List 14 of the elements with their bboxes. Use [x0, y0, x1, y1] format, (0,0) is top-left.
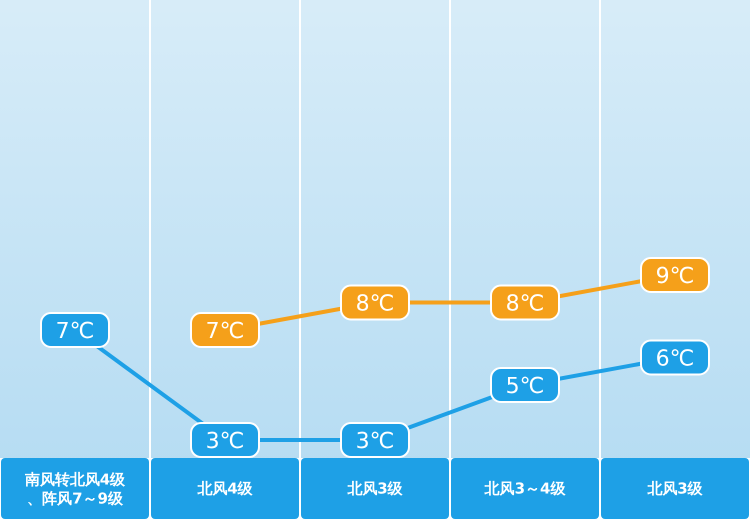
x-tick-label: 北风3级: [646, 480, 704, 498]
data-label: 9℃: [656, 264, 694, 289]
data-label: 5℃: [506, 374, 544, 399]
x-tick-label: 北风3～4级: [484, 480, 566, 498]
data-label: 3℃: [206, 429, 244, 454]
x-tick-label: 南风转北风4级、阵风7～9级: [24, 470, 126, 508]
x-tick-label: 北风3级: [346, 480, 404, 498]
data-label: 7℃: [206, 319, 244, 344]
data-label: 8℃: [506, 292, 544, 316]
data-label: 6℃: [656, 346, 694, 372]
data-label: 8℃: [356, 292, 394, 316]
x-tick-label: 北风4级: [196, 480, 254, 498]
data-label: 7℃: [56, 319, 94, 344]
data-label: 3℃: [356, 429, 394, 454]
